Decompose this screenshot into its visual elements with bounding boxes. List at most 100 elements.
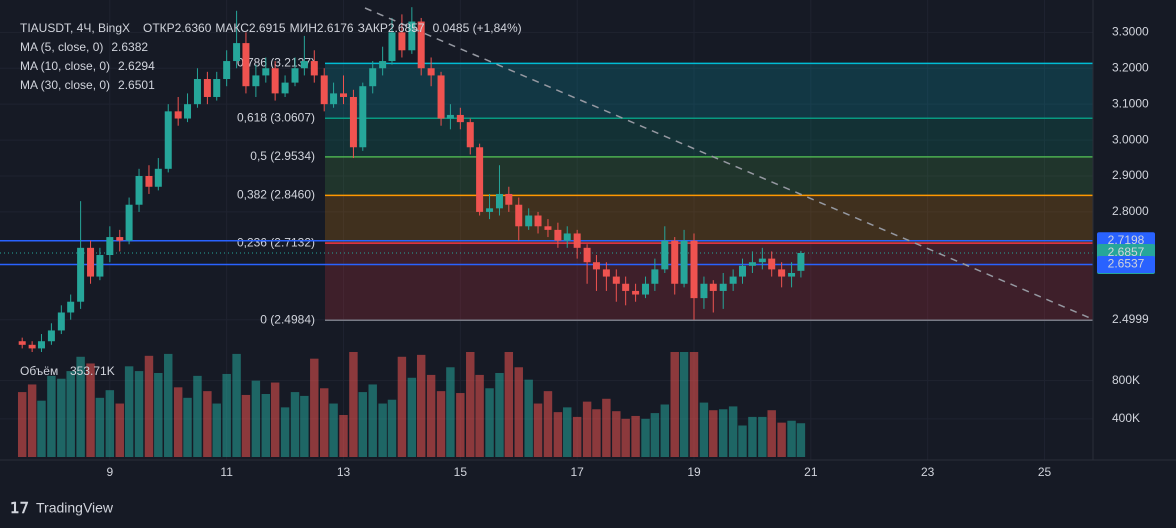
candle-body — [748, 262, 756, 266]
candle-body — [203, 79, 211, 97]
volume-label: Объём — [20, 364, 58, 378]
x-tick-label: 17 — [570, 465, 584, 479]
candle-body — [96, 255, 104, 277]
fib-label: 0,382 (2.8460) — [237, 188, 315, 202]
volume-bar — [631, 415, 640, 457]
candle-body — [758, 258, 766, 263]
volume-bar — [407, 377, 417, 457]
volume-bar — [193, 375, 202, 457]
candle-body — [310, 61, 318, 76]
volume-bar — [718, 409, 728, 457]
volume-bar — [27, 384, 37, 457]
plot — [0, 7, 1093, 457]
candle-body — [271, 68, 279, 94]
volume-bar — [76, 356, 85, 457]
volume-bar — [709, 410, 718, 457]
volume-bar — [57, 378, 66, 457]
ohlc-value: 2.6360 — [175, 21, 212, 35]
candle-body — [446, 114, 454, 119]
candle-body — [417, 21, 425, 69]
candle-body — [671, 240, 679, 284]
v-tick-label: 800K — [1112, 373, 1140, 387]
candle-body — [768, 258, 776, 270]
candle-body — [330, 93, 338, 105]
candle-body — [738, 265, 746, 277]
v-tick-label: 400K — [1112, 411, 1140, 425]
volume-bar — [758, 416, 767, 457]
volume-bar — [748, 416, 757, 457]
ohlc-label: МАКС — [215, 21, 249, 35]
volume-bar — [290, 392, 300, 457]
volume-bar — [446, 367, 455, 457]
symbol: TIAUSDT, 4Ч, BingX — [20, 21, 130, 35]
candle-body — [213, 79, 221, 97]
volume-bar — [796, 423, 806, 457]
volume-bar — [47, 375, 56, 457]
candle-body — [700, 283, 708, 299]
x-tick-label: 9 — [106, 465, 113, 479]
candle-body — [223, 61, 231, 80]
volume-bar — [416, 354, 426, 457]
volume-bar — [154, 373, 163, 457]
volume-bar — [426, 374, 436, 457]
candle-body — [379, 61, 387, 69]
indicator-name: MA (30, close, 0) — [20, 78, 110, 92]
volume-bar — [660, 404, 670, 457]
candle-body — [408, 21, 416, 51]
candle-body — [544, 226, 552, 230]
candle-body — [602, 269, 610, 277]
volume-bar — [66, 371, 75, 457]
volume-bar — [387, 399, 397, 457]
candle-body — [651, 269, 659, 284]
brand: 𝟣𝟩 TradingView — [10, 500, 114, 517]
candle-body — [193, 79, 201, 105]
fib-band — [325, 63, 1093, 119]
ohlc-value: 2.6176 — [317, 21, 354, 35]
volume-bar — [543, 391, 553, 457]
candle-body — [37, 341, 45, 349]
indicator-value: 2.6382 — [111, 40, 148, 54]
volume-bar — [310, 358, 319, 457]
indicator-value: 2.6294 — [118, 59, 155, 73]
volume-bar — [475, 374, 484, 457]
candle-body — [291, 68, 299, 83]
candle-body — [349, 96, 357, 148]
candle-body — [135, 176, 143, 205]
volume-bar — [572, 416, 582, 457]
ohlc-label: МИН — [290, 21, 317, 35]
volume-bar — [679, 352, 689, 457]
ohlc-value: 2.6915 — [249, 21, 286, 35]
candle-body — [262, 68, 270, 76]
ohlc-label: ЗАКР — [358, 21, 388, 35]
candle-body — [18, 341, 26, 345]
candle-body — [642, 283, 650, 295]
volume-bar — [777, 422, 786, 457]
candle-body — [612, 276, 620, 284]
candle-body — [476, 147, 484, 212]
candle-body — [719, 283, 727, 291]
volume-bar — [767, 410, 776, 457]
candle-body — [515, 204, 523, 227]
volume-bar — [553, 412, 563, 457]
logo: 𝟣𝟩 — [10, 500, 29, 517]
candle-body — [300, 61, 308, 69]
y-tick-label: 2.9000 — [1112, 168, 1149, 182]
y-tick-label: 2.4999 — [1112, 312, 1149, 326]
fib-band — [325, 118, 1093, 157]
x-tick-label: 15 — [454, 465, 468, 479]
volume-bar — [86, 363, 95, 457]
fib-label: 0,5 (2.9534) — [250, 149, 315, 163]
volume-bar — [203, 391, 212, 457]
candle-body — [632, 290, 640, 295]
candle-body — [398, 32, 406, 51]
volume-value: 353.71K — [70, 364, 115, 378]
volume-bar — [495, 373, 504, 457]
volume-bar — [582, 401, 592, 457]
candle-body — [729, 276, 737, 284]
candle-body — [184, 104, 192, 119]
volume-bar — [456, 393, 465, 457]
fib-label: 0 (2.4984) — [260, 312, 315, 326]
candle-body — [778, 269, 786, 277]
brand-name: TradingView — [36, 500, 114, 516]
